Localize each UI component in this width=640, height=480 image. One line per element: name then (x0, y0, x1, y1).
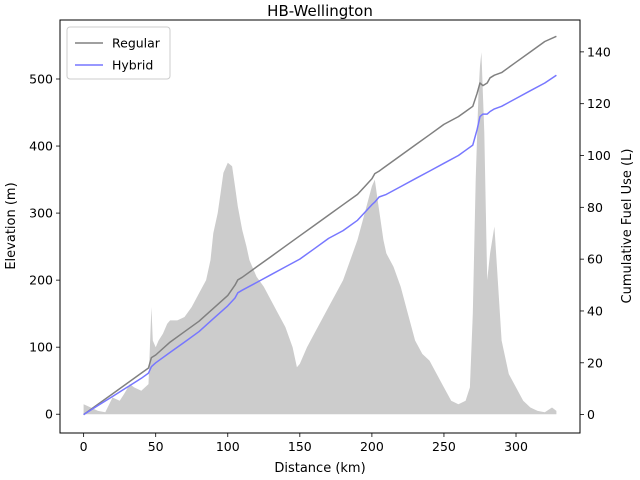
y-right-tick-label: 80 (587, 200, 603, 215)
y-right-tick-label: 60 (587, 252, 603, 267)
x-tick-label: 200 (360, 439, 384, 454)
y-right-tick-label: 0 (587, 407, 595, 422)
legend-label-regular: Regular (112, 36, 161, 51)
y-axis-title: Elevation (m) (4, 182, 19, 269)
legend: Regular Hybrid (66, 26, 171, 80)
elevation-area (83, 52, 557, 415)
legend-box (66, 26, 171, 80)
y-tick-label: 100 (29, 340, 53, 355)
y-tick-label: 300 (29, 206, 53, 221)
x-tick-label: 0 (80, 439, 88, 454)
y-right-tick-label: 40 (587, 303, 603, 318)
y-right-tick-label: 20 (587, 355, 603, 370)
x-tick-label: 300 (504, 439, 528, 454)
axes-frame (59, 19, 581, 434)
y-axis-right: 0 20 40 60 80 100 120 140 (580, 44, 611, 422)
y-tick-label: 500 (29, 72, 53, 87)
x-tick-label: 50 (148, 439, 164, 454)
plot-area (83, 35, 557, 416)
y-tick-label: 200 (29, 273, 53, 288)
series-line-hybrid (83, 74, 557, 416)
y-axis-right-title: Cumulative Fuel Use (L) (620, 149, 635, 304)
x-tick-label: 150 (288, 439, 312, 454)
x-tick-label: 250 (432, 439, 456, 454)
x-tick-label: 100 (216, 439, 240, 454)
y-tick-label: 0 (45, 407, 53, 422)
y-axis-left: 0 100 200 300 400 500 (29, 72, 60, 422)
y-right-tick-label: 120 (587, 96, 611, 111)
x-axis: 0 50 100 150 200 250 300 (80, 433, 528, 454)
series-line-regular (83, 35, 557, 416)
x-axis-title: Distance (km) (274, 461, 365, 476)
legend-label-hybrid: Hybrid (112, 58, 153, 73)
y-right-tick-label: 140 (587, 44, 611, 59)
y-tick-label: 400 (29, 139, 53, 154)
chart-title: HB-Wellington (267, 2, 373, 20)
y-right-tick-label: 100 (587, 148, 611, 163)
